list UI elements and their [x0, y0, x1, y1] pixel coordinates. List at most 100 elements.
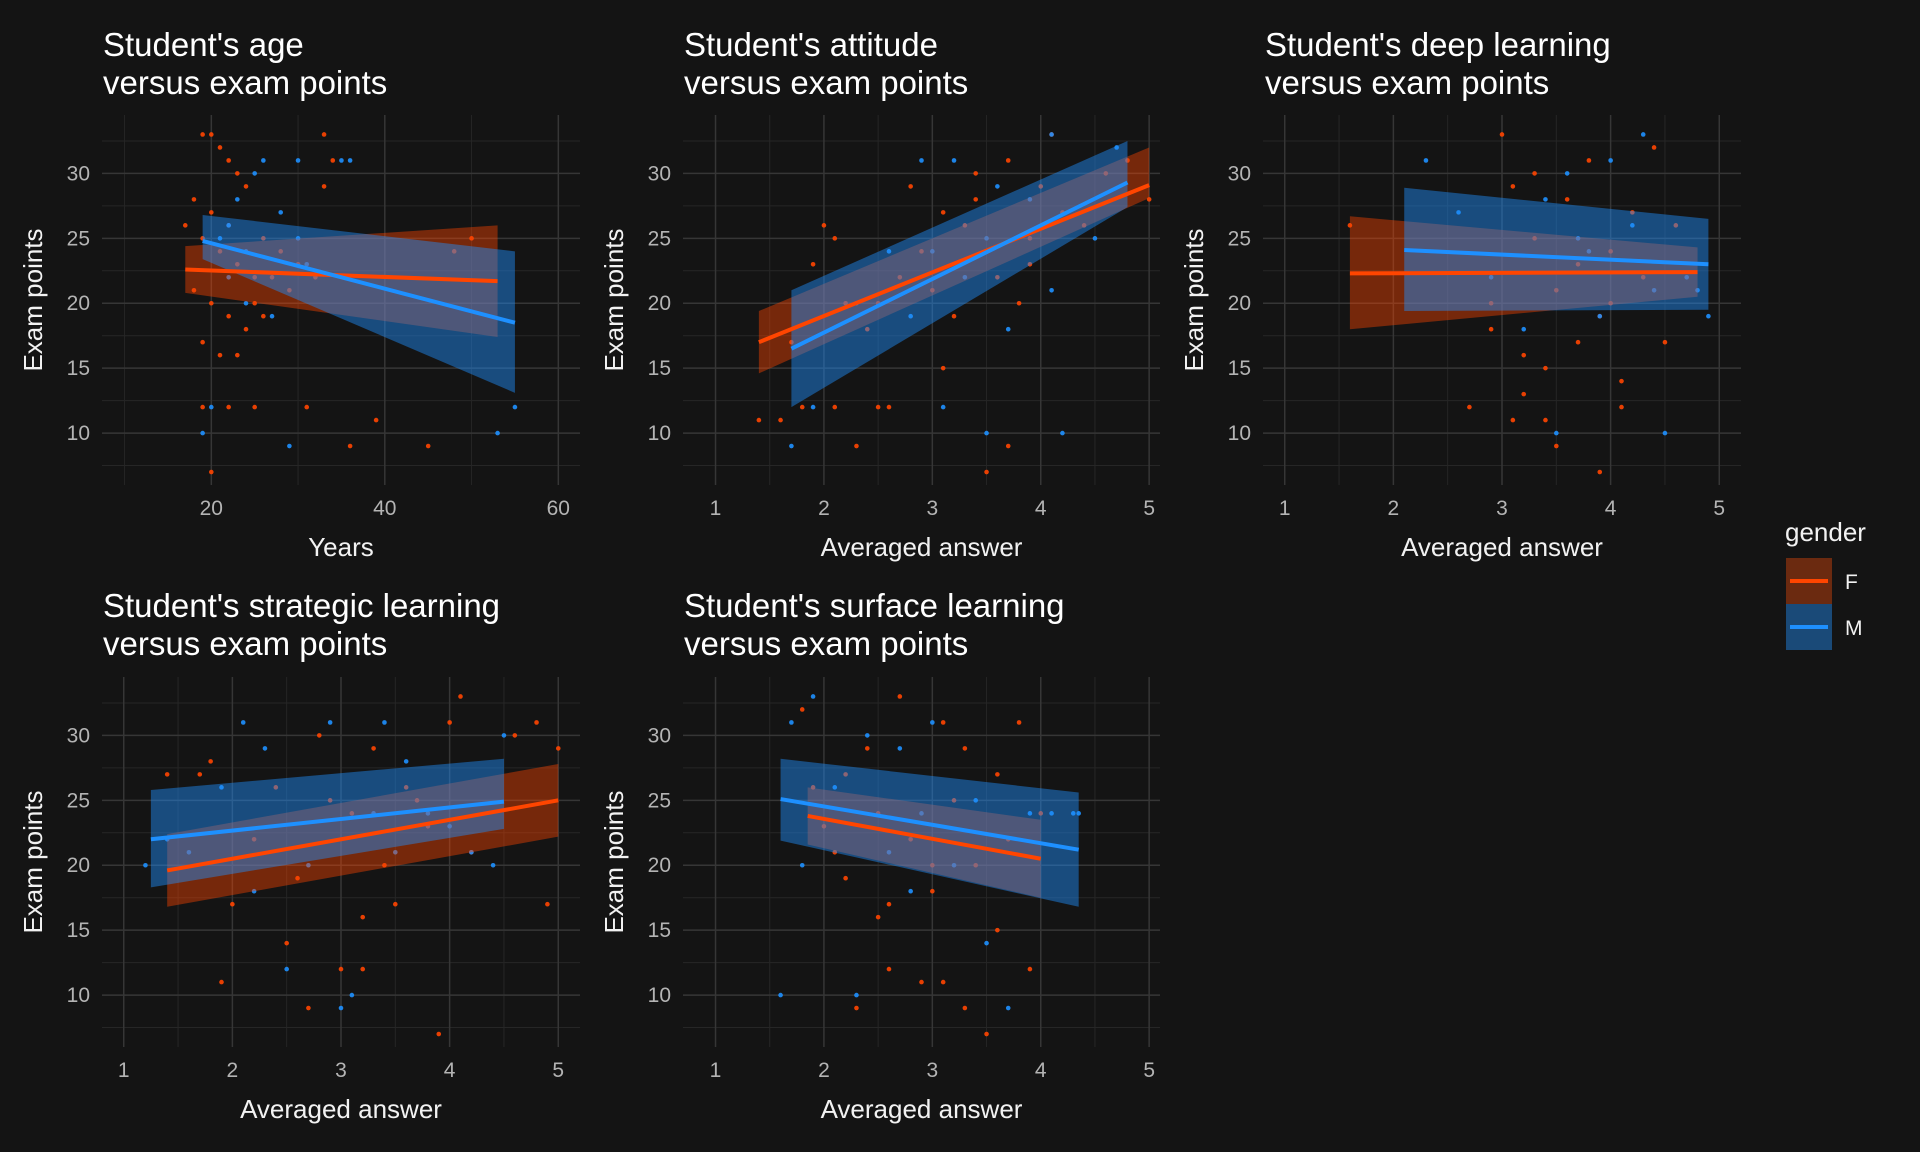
- data-point-m: [243, 300, 249, 306]
- data-point-m: [919, 158, 924, 163]
- fit-line-f: [1349, 270, 1698, 276]
- data-point-m: [1423, 158, 1429, 163]
- panel-title-line: versus exam points: [1265, 64, 1549, 101]
- data-point-f: [810, 261, 816, 267]
- data-point-m: [832, 785, 838, 790]
- data-point-m: [495, 430, 500, 436]
- y-tick-label: 30: [1228, 162, 1251, 185]
- data-point-m: [1651, 287, 1657, 293]
- data-point-f: [821, 823, 827, 829]
- data-point-f: [951, 313, 957, 319]
- data-point-f: [226, 404, 231, 410]
- data-point-m: [1092, 236, 1098, 241]
- data-point-f: [209, 300, 214, 306]
- data-point-f: [1521, 391, 1527, 397]
- data-point-m: [940, 404, 946, 410]
- data-point-f: [306, 1005, 311, 1011]
- data-point-f: [373, 417, 379, 423]
- data-point-m: [1049, 132, 1054, 137]
- data-point-f: [1575, 261, 1581, 267]
- data-point-m: [1049, 287, 1054, 293]
- data-point-f: [973, 171, 979, 176]
- y-tick-label: 10: [67, 422, 90, 445]
- x-tick-label: 3: [1496, 497, 1508, 520]
- fit-line-m: [202, 238, 516, 325]
- data-point-f: [1103, 171, 1109, 176]
- data-point-m: [886, 249, 892, 254]
- data-point-m: [295, 158, 301, 163]
- panel-2: Student's attitude versus exam points 1 2 3 4…: [599, 26, 1160, 562]
- data-point-f: [252, 274, 257, 280]
- data-point-f: [940, 720, 946, 725]
- data-point-m: [1005, 326, 1011, 332]
- data-point-m: [1027, 197, 1033, 202]
- data-point-m: [1543, 197, 1548, 202]
- data-point-m: [287, 443, 292, 449]
- data-point-f: [200, 132, 205, 137]
- fit-line-f: [166, 798, 559, 873]
- data-point-m: [973, 798, 979, 803]
- y-tick-label: 25: [67, 227, 90, 250]
- data-point-f: [1532, 171, 1537, 176]
- data-point-m: [984, 940, 989, 946]
- data-point-f: [875, 914, 881, 920]
- data-point-m: [338, 1005, 344, 1011]
- x-tick-label: 1: [1279, 497, 1291, 520]
- fit-line-m: [780, 797, 1080, 852]
- y-tick-label: 20: [1228, 292, 1251, 315]
- panel-title: Student's deep learning versus exam point…: [1265, 26, 1611, 101]
- data-point-f: [962, 1005, 968, 1011]
- data-point-m: [501, 733, 507, 738]
- data-point-f: [447, 720, 452, 725]
- x-tick-label: 40: [373, 497, 396, 520]
- data-point-f: [209, 210, 214, 215]
- data-point-f: [261, 313, 266, 319]
- x-tick-label: 5: [552, 1059, 564, 1082]
- data-point-f: [1488, 326, 1494, 332]
- data-point-f: [371, 746, 376, 751]
- x-tick-label: 5: [1143, 497, 1155, 520]
- data-point-m: [339, 158, 344, 163]
- data-point-f: [209, 469, 214, 475]
- data-point-f: [799, 707, 805, 712]
- confidence-band-f: [185, 225, 498, 337]
- data-point-m: [252, 171, 257, 176]
- data-point-m: [930, 720, 935, 725]
- data-point-f: [919, 979, 924, 985]
- y-tick-label: 20: [67, 854, 90, 877]
- data-point-f: [393, 901, 398, 907]
- x-tick-label: 4: [1035, 1059, 1047, 1082]
- y-tick-label: 25: [67, 789, 90, 812]
- confidence-band-m: [150, 758, 504, 888]
- data-point-f: [995, 772, 1000, 777]
- data-point-m: [447, 823, 452, 829]
- data-point-f: [799, 404, 805, 410]
- data-point-f: [338, 966, 344, 972]
- data-point-f: [1630, 210, 1635, 215]
- legend-label-f: F: [1845, 571, 1858, 594]
- data-point-f: [347, 443, 353, 449]
- data-point-f: [1027, 236, 1033, 241]
- data-point-m: [251, 888, 257, 894]
- data-point-m: [984, 236, 989, 241]
- data-point-f: [360, 966, 366, 972]
- data-point-f: [984, 469, 989, 475]
- data-point-f: [200, 404, 205, 410]
- data-point-f: [403, 785, 409, 790]
- y-tick-label: 30: [648, 162, 671, 185]
- x-axis-label: Years: [308, 532, 374, 562]
- data-point-f: [1532, 236, 1537, 241]
- data-point-f: [251, 836, 257, 842]
- data-point-f: [182, 223, 188, 228]
- data-point-f: [191, 287, 197, 293]
- data-point-f: [864, 746, 870, 751]
- fit-line-m: [1404, 248, 1709, 267]
- panel-title-line: versus exam points: [684, 64, 968, 101]
- data-point-f: [191, 197, 197, 202]
- data-point-f: [1597, 469, 1603, 475]
- legend: gender F M: [1785, 517, 1866, 650]
- data-point-m: [778, 992, 783, 998]
- x-tick-label: 5: [1143, 1059, 1155, 1082]
- data-point-f: [545, 901, 550, 907]
- data-point-f: [235, 352, 240, 358]
